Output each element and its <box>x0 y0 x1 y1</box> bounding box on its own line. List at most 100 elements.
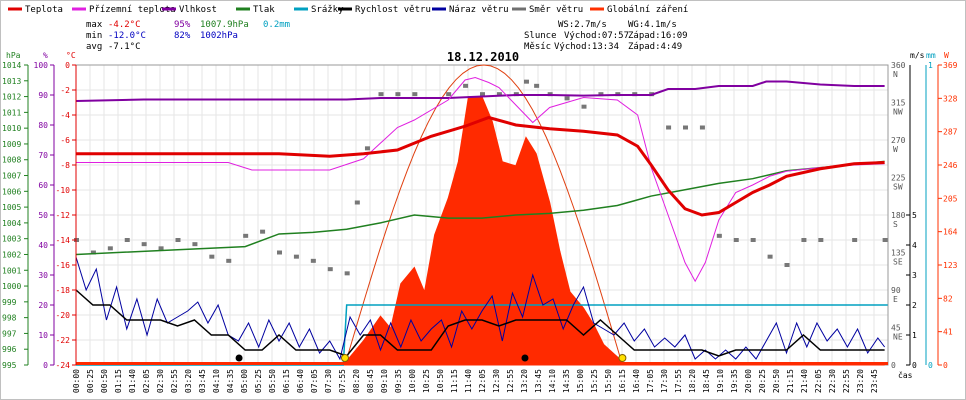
wind-dir-point <box>598 92 604 97</box>
axis-x-tick-label: 15:25 <box>590 369 599 393</box>
axis-temperature-tick-label: -16 <box>56 261 71 270</box>
legend-label-3: Tlak <box>253 5 275 15</box>
axis-humidity-tick-label: 60 <box>38 181 48 190</box>
chart-title: 18.12.2010 <box>447 50 519 64</box>
axis-temperature-tick-label: -18 <box>56 286 71 295</box>
series-radiation-area <box>76 96 885 366</box>
axis-radiation-tick-label: 287 <box>943 128 958 137</box>
axis-radiation-tick-label: 123 <box>943 261 958 270</box>
stat-min-temp: -12.0°C <box>108 31 146 41</box>
axis-pressure-tick-label: 1002 <box>2 250 21 259</box>
stat-min-hum: 82% <box>174 31 191 41</box>
axis-temperature-tick-label: -20 <box>56 311 71 320</box>
axis-temperature-tick-label: -14 <box>56 236 71 245</box>
wind-dir-point <box>175 238 181 242</box>
axis-winddir-deg-label: 45 <box>891 324 901 333</box>
stat-max-temp: -4.2°C <box>108 20 141 30</box>
sun-label: Slunce <box>524 31 557 41</box>
stat-min-press: 1002hPa <box>200 31 238 41</box>
axis-x-tick-label: 05:00 <box>240 369 249 393</box>
axis-x-tick-label: 01:15 <box>114 369 123 393</box>
wind-dir-point <box>158 246 164 251</box>
axis-x-tick-label: 12:30 <box>492 369 501 393</box>
axis-windspeed-tick-label: 5 <box>912 211 917 220</box>
axis-x-tick-label: 17:30 <box>660 369 669 393</box>
legend-label-4: Srážky <box>311 5 344 15</box>
series-wind-speed <box>75 289 885 357</box>
series-temperature <box>76 115 885 217</box>
axis-humidity-tick-label: 100 <box>34 61 49 70</box>
axis-x-tick-label: 22:30 <box>828 369 837 393</box>
axis-x-tick-label: 15:50 <box>604 369 613 393</box>
wind-dir-point <box>716 233 722 238</box>
axis-pressure-tick-label: 1011 <box>2 108 21 117</box>
wind-dir-point <box>733 238 739 242</box>
axis-x-tick-label: 20:25 <box>758 369 767 393</box>
stat-max-hum: 95% <box>174 20 191 30</box>
axis-pressure-tick-label: 1004 <box>2 219 21 228</box>
moon-set: Západ:4:49 <box>628 42 682 52</box>
axis-x-tick-label: 02:05 <box>142 369 151 393</box>
axis-winddir-dir-label: W <box>893 145 898 154</box>
wind-dir-point <box>243 233 249 238</box>
stat-min-label: min <box>86 31 102 41</box>
axis-x-tick-label: 00:00 <box>72 369 81 393</box>
axis-radiation-tick-label: 41 <box>943 328 953 337</box>
legend-label-1: Přízemní teplota <box>89 5 176 15</box>
series-pressure <box>75 160 885 256</box>
moon-rise: Východ:13:34 <box>554 42 619 52</box>
axis-x-tick-label: 05:25 <box>254 369 263 393</box>
stat-max-rain: 0.2mm <box>263 20 290 30</box>
axis-radiation-tick-label: 164 <box>943 228 958 237</box>
axis-temperature-tick-label: -6 <box>60 136 70 145</box>
axis-humidity-tick-label: 40 <box>38 241 48 250</box>
series-wind-gust <box>75 256 886 361</box>
wind-dir-point <box>480 92 485 97</box>
axis-x-tick-label: 19:10 <box>716 369 725 393</box>
legend-label-0: Teplota <box>25 5 63 15</box>
stat-max-label: max <box>86 20 103 30</box>
axis-winddir-deg-label: 270 <box>891 136 906 145</box>
stat-max-press: 1007.9hPa <box>200 20 249 30</box>
axis-radiation-tick-label: 82 <box>943 294 953 303</box>
axis-winddir-dir-label: SE <box>893 258 903 267</box>
axis-x-tick-label: 04:10 <box>212 369 221 393</box>
stats-panel: max -4.2°C 95% 1007.9hPa 0.2mm min -12.0… <box>86 20 688 52</box>
axis-x-tick-label: 18:20 <box>688 369 697 393</box>
wind-dir-point <box>364 146 370 151</box>
series-ground-temperature <box>76 76 885 283</box>
axis-x-tick-label: 15:00 <box>576 369 585 393</box>
axis-x-tick-label: 08:20 <box>352 369 361 393</box>
axis-winddir-dir-label: NW <box>893 108 903 117</box>
axis-x-tick-label: 21:15 <box>786 369 795 393</box>
wind-dir-point <box>767 254 773 259</box>
axis-x-tick-label: 16:40 <box>632 369 641 393</box>
axis-x-tick-label: 16:15 <box>618 369 627 393</box>
wind-dir-point <box>882 238 888 242</box>
sunrise-marker <box>340 354 349 362</box>
axis-humidity-tick-label: 0 <box>43 361 48 370</box>
axis-x-tick-label: 02:30 <box>156 369 165 393</box>
legend-label-7: Směr větru <box>529 5 583 15</box>
axis-pressure-tick-label: 1013 <box>2 77 21 86</box>
legend: Teplota Přízemní teplota Vlhkost Tlak Srážky… <box>8 5 688 15</box>
wind-dir-point <box>496 92 502 97</box>
wind-dir-point <box>446 92 452 97</box>
wind-dir-point <box>683 125 688 130</box>
axis-windspeed-tick-label: 4 <box>912 241 917 250</box>
axis-pressure-tick-label: 1014 <box>2 61 21 70</box>
axis-windspeed-tick-label: 0 <box>912 361 917 370</box>
axis-winddir-deg-label: 180 <box>891 211 906 220</box>
wind-dir-point <box>141 242 147 247</box>
moonset-marker <box>235 354 243 362</box>
axis-x-tick-label: 23:20 <box>856 369 865 393</box>
axis-radiation-tick-label: 246 <box>943 161 958 170</box>
wind-dir-point <box>523 79 529 84</box>
axis-pressure-tick-label: 999 <box>2 298 17 307</box>
stat-avg-temp: -7.1°C <box>108 42 141 52</box>
axis-x-tick-label: 07:05 <box>310 369 319 393</box>
axis-winddir-deg-label: 315 <box>891 99 906 108</box>
axis-temperature-tick-label: -22 <box>56 336 71 345</box>
axis-x-tick-label: 09:35 <box>394 369 403 393</box>
axis-pressure-tick-label: 1007 <box>2 172 21 181</box>
